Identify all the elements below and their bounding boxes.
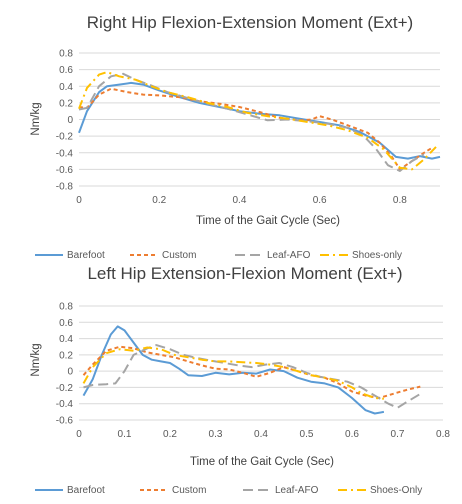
legend-label: Barefoot <box>67 250 105 261</box>
series-lines <box>78 71 441 172</box>
y-tick-label: -0.8 <box>56 182 74 193</box>
y-tick-label: 0.8 <box>59 302 73 313</box>
x-tick-label: 0.5 <box>300 429 314 440</box>
y-tick-label: 0.2 <box>59 98 73 109</box>
x-tick-label: 0.7 <box>391 429 405 440</box>
legend-label: Shoes-Only <box>370 485 422 496</box>
y-tick-label: 0.6 <box>59 65 73 76</box>
series-line-custom <box>82 345 421 399</box>
y-tick-labels: 0.8 0.6 0.4 0.2 0 -0.2 -0.4 -0.6 <box>56 302 74 427</box>
legend-label: Shoes-only <box>352 250 402 261</box>
series-line-leaf-afo <box>83 344 421 409</box>
x-tick-label: 0.2 <box>152 195 166 206</box>
x-tick-label: 0.4 <box>254 429 268 440</box>
chart-title: Right Hip Flexion-Extension Moment (Ext+… <box>87 13 413 32</box>
y-tick-label: -0.4 <box>56 399 74 410</box>
series-line-leaf-afo <box>78 72 425 172</box>
y-tick-label: 0.8 <box>59 49 73 60</box>
series-line-shoes-only <box>82 346 384 400</box>
series-line-shoes-only <box>78 71 437 171</box>
x-tick-label: 0.8 <box>436 429 450 440</box>
y-axis-label: Nm/kg <box>30 343 42 376</box>
y-tick-label: -0.4 <box>56 148 74 159</box>
y-tick-label: -0.6 <box>56 165 74 176</box>
chart-right-hip: Right Hip Flexion-Extension Moment (Ext+… <box>30 13 441 261</box>
legend-label: Barefoot <box>67 485 105 496</box>
x-tick-label: 0.3 <box>209 429 223 440</box>
y-tick-labels: 0.8 0.6 0.4 0.2 0 -0.2 -0.4 -0.6 -0.8 <box>56 49 74 193</box>
x-tick-label: 0 <box>76 195 82 206</box>
chart-left-hip: Left Hip Extension-Flexion Moment (Ext+)… <box>30 264 450 496</box>
x-tick-labels: 0 0.1 0.2 0.3 0.4 0.5 0.6 0.7 0.8 <box>76 429 450 440</box>
x-tick-label: 0 <box>76 429 82 440</box>
y-tick-label: -0.2 <box>56 132 74 143</box>
series-line-barefoot <box>82 325 385 415</box>
x-tick-label: 0.2 <box>163 429 177 440</box>
y-tick-label: 0.6 <box>59 318 73 329</box>
legend: Barefoot Custom Leaf-AFO Shoes-only <box>35 250 402 261</box>
legend-label: Leaf-AFO <box>267 250 311 261</box>
y-tick-label: -0.6 <box>56 416 74 427</box>
legend-label: Custom <box>172 485 206 496</box>
x-axis-label: Time of the Gait Cycle (Sec) <box>196 215 340 227</box>
x-axis-label: Time of the Gait Cycle (Sec) <box>190 456 334 468</box>
x-tick-label: 0.8 <box>393 195 407 206</box>
legend: Barefoot Custom Leaf-AFO Shoes-Only <box>35 485 422 496</box>
x-tick-label: 0.4 <box>232 195 246 206</box>
legend-label: Leaf-AFO <box>275 485 319 496</box>
y-tick-label: 0 <box>67 115 73 126</box>
x-tick-label: 0.1 <box>118 429 132 440</box>
series-lines <box>82 325 421 415</box>
grid-lines <box>79 305 443 421</box>
x-tick-labels: 0 0.2 0.4 0.6 0.8 <box>76 195 407 206</box>
series-line-barefoot <box>78 81 441 160</box>
y-tick-label: -0.2 <box>56 383 74 394</box>
x-tick-label: 0.6 <box>345 429 359 440</box>
series-line-custom <box>78 87 433 171</box>
legend-label: Custom <box>162 250 196 261</box>
x-tick-label: 0.6 <box>313 195 327 206</box>
grid-lines <box>79 52 440 187</box>
y-tick-label: 0 <box>67 367 73 378</box>
y-tick-label: 0.4 <box>59 334 73 345</box>
chart-title: Left Hip Extension-Flexion Moment (Ext+) <box>87 264 402 283</box>
y-tick-label: 0.2 <box>59 350 73 361</box>
y-axis-label: Nm/kg <box>30 102 42 135</box>
y-tick-label: 0.4 <box>59 82 73 93</box>
